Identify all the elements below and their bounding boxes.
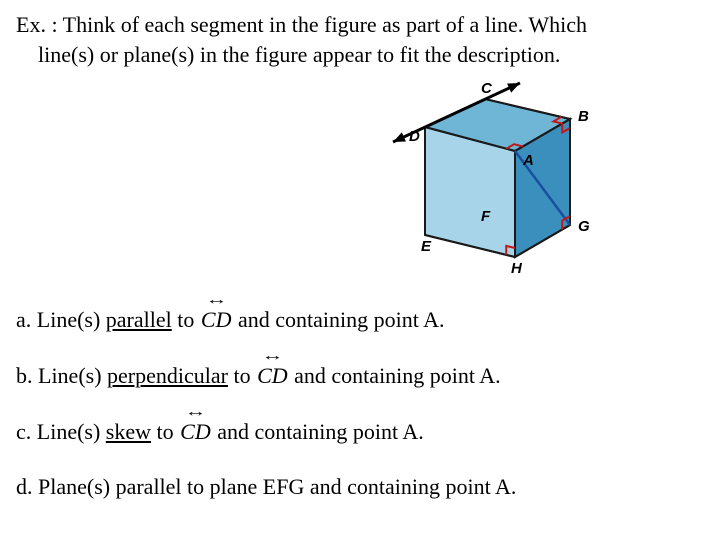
qb-ul: perpendicular <box>107 363 228 388</box>
svg-text:D: D <box>409 128 420 145</box>
qc-seg: CD <box>179 417 212 447</box>
qb-mid: to <box>228 363 256 388</box>
qc-post: and containing point A. <box>212 419 424 444</box>
question-a: a. Line(s) parallel to CD and containing… <box>16 305 704 335</box>
figure-container: C B D A F G E H <box>16 77 704 283</box>
qa-ul: parallel <box>106 307 172 332</box>
svg-text:B: B <box>578 108 589 125</box>
qb-seg: CD <box>256 361 289 391</box>
svg-text:E: E <box>421 238 432 255</box>
qb-pre: b. Line(s) <box>16 363 107 388</box>
qa-seg: CD <box>200 305 233 335</box>
qc-ul: skew <box>106 419 151 444</box>
qc-pre: c. Line(s) <box>16 419 106 444</box>
svg-text:C: C <box>481 80 493 97</box>
intro-line2: line(s) or plane(s) in the figure appear… <box>16 40 704 70</box>
question-c: c. Line(s) skew to CD and containing poi… <box>16 417 704 447</box>
svg-text:G: G <box>578 218 590 235</box>
svg-text:H: H <box>511 260 523 277</box>
svg-text:F: F <box>481 208 491 225</box>
cube-figure: C B D A F G E H <box>365 77 605 277</box>
questions-list: a. Line(s) parallel to CD and containing… <box>16 305 704 502</box>
question-b: b. Line(s) perpendicular to CD and conta… <box>16 361 704 391</box>
qd-text: d. Plane(s) parallel to plane EFG and co… <box>16 474 516 499</box>
qa-mid: to <box>172 307 200 332</box>
example-intro: Ex. : Think of each segment in the figur… <box>16 10 704 69</box>
qa-pre: a. Line(s) <box>16 307 106 332</box>
question-d: d. Plane(s) parallel to plane EFG and co… <box>16 472 704 502</box>
svg-text:A: A <box>522 152 534 169</box>
intro-line1: Ex. : Think of each segment in the figur… <box>16 12 587 37</box>
qa-post: and containing point A. <box>232 307 444 332</box>
qb-post: and containing point A. <box>289 363 501 388</box>
qc-mid: to <box>151 419 179 444</box>
